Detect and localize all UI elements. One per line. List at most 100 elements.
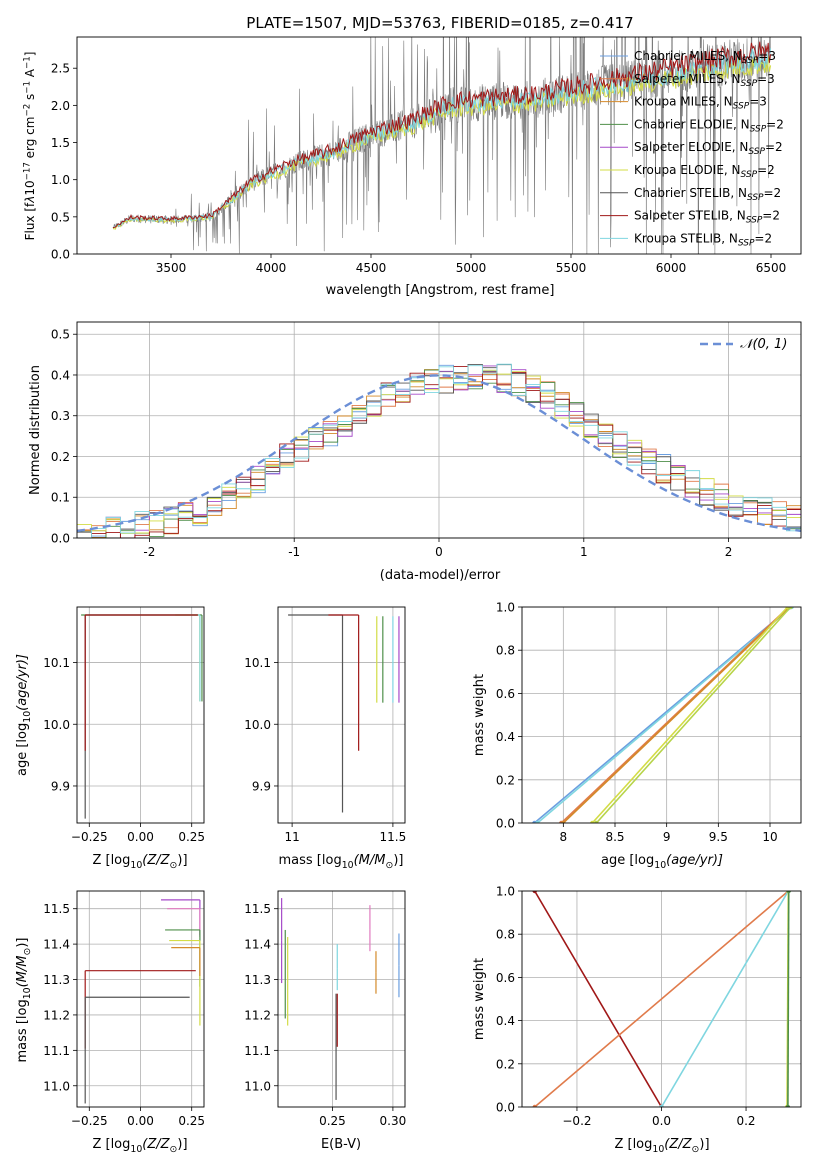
- legend-entry: Chabrier STELIB, NSSP=2: [634, 186, 781, 203]
- plot-area: [77, 322, 801, 538]
- y-tick-label: 0.1: [51, 491, 70, 505]
- y-tick-label: 9.9: [51, 779, 70, 793]
- y-axis-label: mass weight: [472, 958, 487, 1040]
- x-axis-label: wavelength [Angstrom, rest frame]: [326, 283, 555, 298]
- y-tick-label: 9.9: [252, 779, 271, 793]
- mass-weight-point: [535, 820, 540, 823]
- x-tick-label: 0.30: [380, 1114, 407, 1128]
- x-tick-label: 6000: [656, 261, 687, 275]
- x-tick-label: -2: [143, 545, 155, 559]
- y-tick-label: 1.0: [51, 173, 70, 187]
- y-tick-label: 10.0: [244, 718, 271, 732]
- x-tick-label: 8.5: [605, 830, 624, 844]
- x-tick-label: 0.25: [178, 830, 205, 844]
- x-tick-label: 0.2: [736, 1114, 755, 1128]
- y-tick-label: 10.1: [43, 656, 70, 670]
- x-tick-label: 11.5: [380, 830, 407, 844]
- y-tick-label: 2.5: [51, 62, 70, 76]
- x-tick-label: 5500: [556, 261, 587, 275]
- plot-area: [112, 37, 772, 254]
- x-tick-label: 0.25: [319, 1114, 346, 1128]
- y-tick-label: 11.1: [43, 1044, 70, 1058]
- mass-weight-line: [533, 891, 663, 1107]
- x-tick-label: 4500: [356, 261, 387, 275]
- panel-mass-vs-ebv: 0.25 0.30 11.0 11.1 11.2 11.3 11.4 11.5: [244, 890, 407, 1128]
- axes-frame: [76, 606, 205, 824]
- plot-area: [522, 891, 801, 1107]
- histogram-step: [77, 363, 801, 538]
- axes-frame: [76, 890, 205, 1108]
- mass-weight-point: [788, 607, 793, 610]
- y-tick-label: 1.5: [51, 136, 70, 150]
- y-tick-label: 11.4: [244, 938, 271, 952]
- y-tick-label: 0.4: [496, 730, 515, 744]
- y-tick-label: 0.4: [51, 368, 70, 382]
- y-tick-label: 0.0: [496, 1101, 515, 1115]
- axes-frame: [76, 321, 802, 539]
- x-tick-label: 2: [725, 545, 733, 559]
- plot-area: [278, 891, 405, 1107]
- x-tick-label: 0: [435, 545, 443, 559]
- y-tick-label: 10.0: [43, 718, 70, 732]
- y-tick-label: 0.5: [51, 328, 70, 342]
- y-tick-label: 0.0: [51, 248, 70, 262]
- mass-weight-line: [660, 891, 790, 1107]
- axes-frame: [76, 36, 802, 255]
- mass-weight-line: [595, 607, 792, 823]
- y-tick-label: 11.5: [43, 902, 70, 916]
- mass-weight-line: [560, 607, 790, 823]
- axes-frame: [277, 606, 406, 824]
- y-axis-label: Normed distribution: [28, 365, 43, 495]
- mass-weight-line: [534, 891, 789, 1107]
- y-axis-label: mass [log10(M/M⊙)]: [15, 938, 33, 1063]
- y-tick-label: 10.1: [244, 656, 271, 670]
- panel-mass-weight-vs-age: 8 8.5 9 9.5 10 0.0 0.2 0.4 0.6 0.8 1.0: [496, 601, 802, 844]
- panel-mass-vs-metallicity: −0.25 0.00 0.25 11.0 11.1 11.2 11.3 11.4 11.5: [43, 890, 205, 1128]
- panel-age-vs-mass: 11 11.5 9.9 10.0 10.1: [244, 606, 407, 844]
- axes-frame: [521, 890, 802, 1108]
- legend-entry: Salpeter MILES, NSSP=3: [634, 72, 775, 89]
- y-tick-label: 0.4: [496, 1014, 515, 1028]
- panel-spectrum: 3500 4000 4500 5000 5500 6000 6500 0.0 0.5 1.0 1.5…: [51, 36, 802, 275]
- x-axis-label: (data-model)/error: [380, 568, 501, 583]
- legend-entry: Kroupa MILES, NSSP=3: [634, 95, 767, 112]
- x-tick-label: 9: [663, 830, 671, 844]
- model-spectrum: [112, 48, 772, 228]
- x-axis-label: age [log10(age/yr)]: [601, 853, 723, 871]
- mass-weight-point: [561, 820, 566, 823]
- legend-entry: Chabrier ELODIE, NSSP=2: [634, 117, 784, 134]
- y-tick-label: 1.0: [496, 601, 515, 615]
- panel-mass-weight-vs-metallicity: −0.2 0.0 0.2 0.0 0.2 0.4 0.6 0.8 1.0: [496, 885, 802, 1128]
- y-tick-label: 11.2: [244, 1008, 271, 1022]
- panel-age-vs-metallicity: −0.25 0.00 0.25 9.9 10.0 10.1: [43, 606, 205, 844]
- x-tick-label: 6500: [756, 261, 787, 275]
- x-tick-label: 3500: [156, 261, 187, 275]
- y-tick-label: 11.0: [43, 1079, 70, 1093]
- x-axis-label: Z [log10(Z/Z⊙)]: [92, 853, 187, 871]
- y-tick-label: 0.6: [496, 687, 515, 701]
- x-tick-label: 4000: [256, 261, 287, 275]
- y-tick-label: 0.8: [496, 928, 515, 942]
- y-tick-label: 0.8: [496, 644, 515, 658]
- legend-entry: Salpeter ELODIE, NSSP=2: [634, 140, 783, 157]
- y-tick-label: 2.0: [51, 99, 70, 113]
- data-spectrum: [112, 37, 772, 254]
- y-tick-label: 11.4: [43, 938, 70, 952]
- x-axis-label: E(B-V): [321, 1137, 361, 1152]
- x-tick-label: −0.25: [71, 830, 108, 844]
- x-tick-label: −0.2: [562, 1114, 591, 1128]
- x-axis-label: mass [log10(M/M⊙)]: [279, 853, 404, 871]
- mass-weight-point: [659, 1104, 664, 1107]
- x-tick-label: 11: [284, 830, 299, 844]
- plot-area: [278, 607, 405, 823]
- x-tick-label: −0.25: [71, 1114, 108, 1128]
- y-tick-label: 0.0: [496, 817, 515, 831]
- x-tick-label: 8: [560, 830, 568, 844]
- x-tick-label: 9.5: [709, 830, 728, 844]
- plot-area: [522, 607, 801, 823]
- y-axis-label: Flux [fλ10−17 erg cm−2 s−1 A−1]: [22, 52, 37, 241]
- x-tick-label: 0.00: [127, 830, 154, 844]
- mass-weight-point: [590, 820, 595, 823]
- y-tick-label: 11.5: [244, 902, 271, 916]
